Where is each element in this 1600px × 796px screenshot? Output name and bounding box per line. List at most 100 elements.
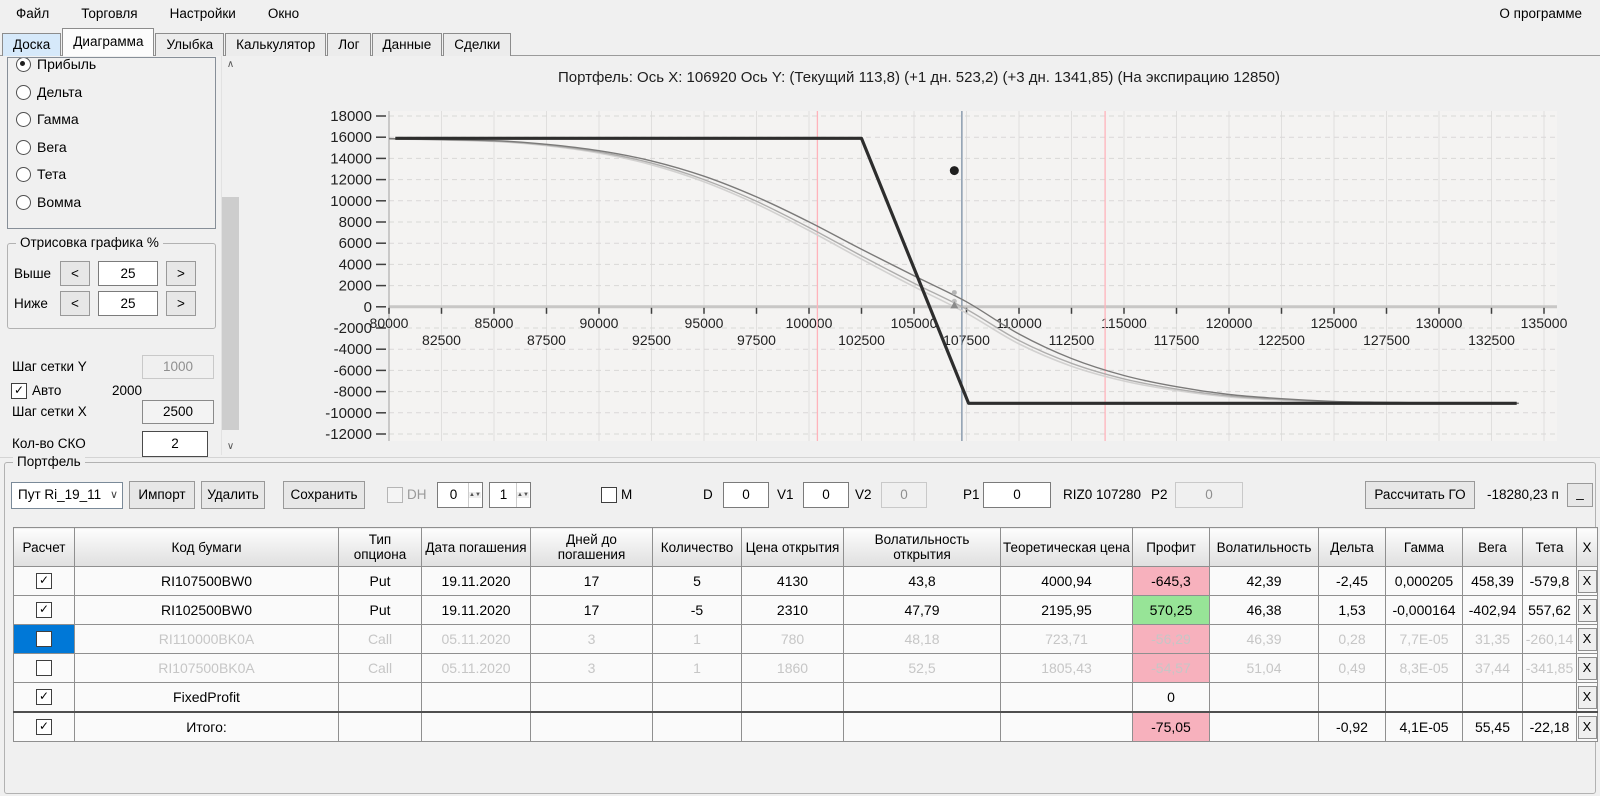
portfolio-preset-select[interactable]: Пут Ri_19_11 ∨ <box>11 482 123 509</box>
m-checkbox[interactable] <box>601 487 617 503</box>
radio-label: Тета <box>37 166 67 182</box>
column-header-6[interactable]: Цена открытия <box>741 527 844 567</box>
p2-input[interactable]: 0 <box>1175 482 1243 508</box>
scroll-up-icon[interactable]: ∧ <box>222 56 239 73</box>
svg-text:100000: 100000 <box>786 315 833 331</box>
below-decrement-button[interactable]: < <box>60 291 90 316</box>
column-header-15[interactable]: X <box>1576 527 1598 567</box>
spin-down-icon[interactable]: ▼ <box>474 492 481 498</box>
spin-up-icon[interactable]: ▲ <box>469 492 475 498</box>
cell-expiry <box>421 711 531 742</box>
row-calc-cell[interactable] <box>13 711 75 742</box>
tab-calculator[interactable]: Калькулятор <box>225 33 327 56</box>
menu-trading[interactable]: Торговля <box>81 6 138 21</box>
remove-row-button[interactable]: X <box>1577 685 1597 709</box>
calc-go-button[interactable]: Рассчитать ГО <box>1365 481 1475 509</box>
delete-button[interactable]: Удалить <box>201 481 265 509</box>
above-decrement-button[interactable]: < <box>60 261 90 286</box>
column-header-7[interactable]: Волатильность открытия <box>843 527 1001 567</box>
cell-vol: 46,39 <box>1209 624 1319 654</box>
tab-smile[interactable]: Улыбка <box>155 33 225 56</box>
auto-grid-value: 2000 <box>112 383 143 398</box>
svg-text:127500: 127500 <box>1363 332 1410 348</box>
below-percent-input[interactable]: 25 <box>98 291 158 316</box>
dh-checkbox[interactable] <box>387 487 403 503</box>
p1-input[interactable]: 0 <box>983 482 1051 508</box>
v2-input[interactable]: 0 <box>881 482 927 508</box>
menu-window[interactable]: Окно <box>267 6 300 21</box>
column-header-14[interactable]: Тета <box>1522 527 1577 567</box>
radio-vega[interactable]: Вега <box>8 134 215 162</box>
spin-down-icon[interactable]: ▼ <box>522 492 529 498</box>
row-checkbox[interactable] <box>36 719 52 735</box>
radio-vomma[interactable]: Вомма <box>8 189 215 217</box>
menu-about[interactable]: О программе <box>1499 6 1582 21</box>
cell-open_vol: 48,18 <box>843 624 1001 654</box>
radio-gamma[interactable]: Гамма <box>8 106 215 134</box>
svg-text:18000: 18000 <box>330 108 372 125</box>
remove-row-button[interactable]: X <box>1577 715 1597 739</box>
cell-code: FixedProfit <box>74 682 339 713</box>
cell-theta: -579,8 <box>1522 566 1577 596</box>
above-increment-button[interactable]: > <box>166 261 196 286</box>
grid-step-x-input[interactable]: 2500 <box>142 400 214 424</box>
below-increment-button[interactable]: > <box>166 291 196 316</box>
grid-step-y-input[interactable]: 1000 <box>142 355 214 379</box>
row-checkbox[interactable] <box>36 660 52 676</box>
column-header-1[interactable]: Код бумаги <box>74 527 339 567</box>
cell-vol <box>1209 711 1319 742</box>
remove-row-button[interactable]: X <box>1577 598 1597 622</box>
d-input[interactable]: 0 <box>723 482 769 508</box>
remove-row-button[interactable]: X <box>1577 627 1597 651</box>
save-button[interactable]: Сохранить <box>283 481 365 509</box>
tab-board[interactable]: Доска <box>2 33 62 56</box>
row-calc-cell[interactable] <box>13 595 75 625</box>
dh-spinner-2[interactable]: 1 ▲▼ <box>489 482 531 508</box>
minimize-button[interactable]: _ <box>1567 483 1593 507</box>
column-header-9[interactable]: Профит <box>1132 527 1210 567</box>
tab-diagram[interactable]: Диаграмма <box>62 28 155 56</box>
menu-file[interactable]: Файл <box>16 6 50 21</box>
column-header-13[interactable]: Вега <box>1462 527 1523 567</box>
radio-delta[interactable]: Дельта <box>8 79 215 107</box>
row-checkbox[interactable] <box>36 631 52 647</box>
panel-scrollbar[interactable]: ∧ ∨ <box>221 56 239 455</box>
menu-settings[interactable]: Настройки <box>169 6 236 21</box>
row-checkbox[interactable] <box>36 689 52 705</box>
row-checkbox[interactable] <box>36 573 52 589</box>
spin-up-icon[interactable]: ▲ <box>517 492 523 498</box>
svg-text:4000: 4000 <box>339 256 372 273</box>
row-calc-cell[interactable] <box>13 653 75 683</box>
column-header-5[interactable]: Количество <box>652 527 742 567</box>
scrollbar-thumb[interactable] <box>222 197 239 430</box>
column-header-3[interactable]: Дата погашения <box>421 527 531 567</box>
column-header-8[interactable]: Теоретическая цена <box>1000 527 1133 567</box>
row-calc-cell[interactable] <box>13 682 75 713</box>
row-calc-cell[interactable] <box>13 566 75 596</box>
remove-row-button[interactable]: X <box>1577 569 1597 593</box>
tab-data[interactable]: Данные <box>371 33 443 56</box>
v1-input[interactable]: 0 <box>803 482 849 508</box>
import-button[interactable]: Импорт <box>129 481 195 509</box>
row-checkbox[interactable] <box>36 602 52 618</box>
column-header-0[interactable]: Расчет <box>13 527 75 567</box>
tab-log[interactable]: Лог <box>327 33 371 56</box>
column-header-10[interactable]: Волатильность <box>1209 527 1319 567</box>
row-calc-cell[interactable] <box>13 624 75 654</box>
auto-checkbox[interactable] <box>11 383 27 399</box>
sko-count-input[interactable]: 2 <box>142 431 208 457</box>
column-header-2[interactable]: Тип опциона <box>338 527 422 567</box>
go-value-label: -18280,23 п <box>1487 487 1559 502</box>
tab-deals[interactable]: Сделки <box>443 33 512 56</box>
column-header-12[interactable]: Гамма <box>1385 527 1463 567</box>
column-header-4[interactable]: Дней до погашения <box>530 527 653 567</box>
column-header-11[interactable]: Дельта <box>1318 527 1386 567</box>
cell-days <box>530 682 653 713</box>
scroll-down-icon[interactable]: ∨ <box>222 438 239 455</box>
above-percent-input[interactable]: 25 <box>98 261 158 286</box>
radio-profit[interactable]: Прибыль <box>8 58 215 79</box>
remove-row-button[interactable]: X <box>1577 656 1597 680</box>
radio-theta[interactable]: Тета <box>8 161 215 189</box>
dh-spinner-1[interactable]: 0 ▲▼ <box>437 482 483 508</box>
positions-table: Расчет Код бумаги Тип опциона Дата погашени… <box>13 527 1598 742</box>
